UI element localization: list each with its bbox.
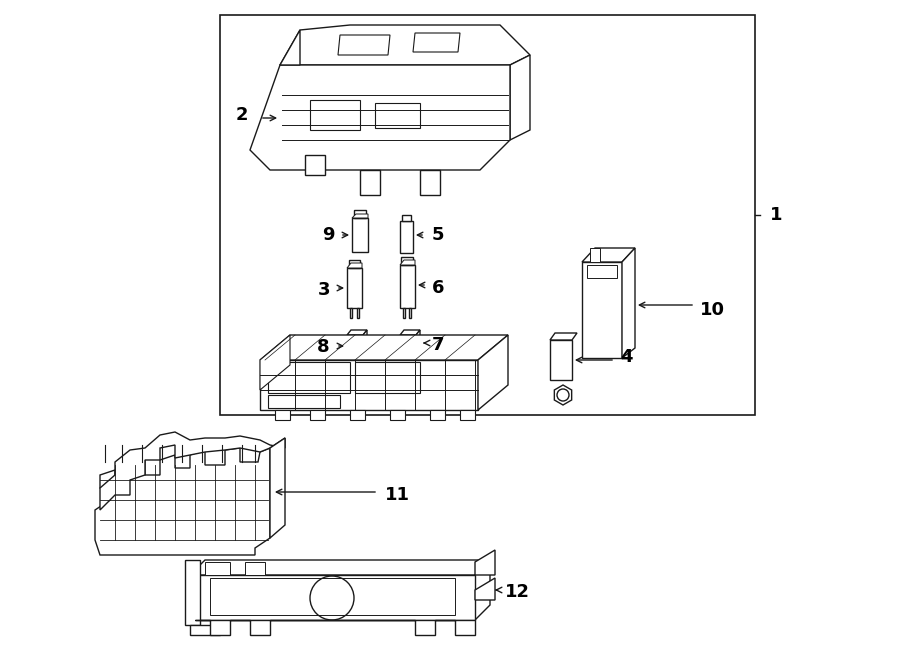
- Polygon shape: [310, 410, 325, 420]
- Polygon shape: [400, 330, 420, 335]
- Polygon shape: [478, 335, 508, 410]
- Polygon shape: [403, 308, 405, 318]
- Polygon shape: [587, 265, 617, 278]
- Text: 9: 9: [322, 226, 335, 244]
- Polygon shape: [190, 575, 475, 620]
- Text: 2: 2: [236, 106, 248, 124]
- Polygon shape: [590, 248, 600, 262]
- Polygon shape: [190, 625, 220, 635]
- Polygon shape: [347, 335, 363, 358]
- Polygon shape: [260, 335, 290, 390]
- Polygon shape: [400, 260, 415, 265]
- Polygon shape: [475, 560, 490, 620]
- Polygon shape: [260, 335, 508, 360]
- Polygon shape: [416, 330, 420, 358]
- Polygon shape: [582, 248, 635, 262]
- Text: 3: 3: [318, 281, 330, 299]
- Text: 4: 4: [620, 348, 633, 366]
- Polygon shape: [510, 55, 530, 140]
- Polygon shape: [310, 100, 360, 130]
- Polygon shape: [185, 560, 200, 625]
- Polygon shape: [100, 432, 285, 510]
- Polygon shape: [409, 308, 411, 318]
- Polygon shape: [245, 562, 265, 575]
- Polygon shape: [280, 30, 300, 65]
- Polygon shape: [400, 265, 415, 308]
- Polygon shape: [400, 335, 416, 358]
- Polygon shape: [357, 308, 359, 318]
- Polygon shape: [550, 340, 572, 380]
- Polygon shape: [347, 330, 367, 335]
- Polygon shape: [352, 218, 368, 252]
- Polygon shape: [260, 360, 478, 410]
- Polygon shape: [363, 330, 367, 358]
- Polygon shape: [401, 257, 413, 265]
- Polygon shape: [195, 620, 475, 635]
- Polygon shape: [270, 438, 285, 538]
- Polygon shape: [190, 560, 490, 575]
- Polygon shape: [95, 448, 270, 555]
- Polygon shape: [460, 410, 475, 420]
- Polygon shape: [220, 15, 755, 415]
- Text: 5: 5: [432, 226, 445, 244]
- Polygon shape: [205, 562, 230, 575]
- Polygon shape: [280, 25, 530, 65]
- Polygon shape: [347, 268, 362, 308]
- Polygon shape: [582, 262, 622, 358]
- Polygon shape: [550, 333, 577, 340]
- Polygon shape: [413, 33, 460, 52]
- Polygon shape: [250, 65, 510, 170]
- Polygon shape: [375, 103, 420, 128]
- Polygon shape: [350, 410, 365, 420]
- Polygon shape: [475, 578, 495, 600]
- Text: 10: 10: [700, 301, 725, 319]
- Polygon shape: [430, 410, 445, 420]
- Polygon shape: [275, 410, 290, 420]
- Polygon shape: [390, 410, 405, 420]
- Polygon shape: [347, 263, 362, 268]
- Polygon shape: [402, 215, 411, 221]
- Polygon shape: [354, 210, 366, 218]
- Polygon shape: [210, 578, 455, 615]
- Text: 1: 1: [770, 206, 782, 224]
- Polygon shape: [400, 221, 413, 253]
- Text: 8: 8: [318, 338, 330, 356]
- Text: 12: 12: [505, 583, 530, 601]
- Polygon shape: [268, 362, 350, 393]
- Text: 7: 7: [432, 336, 445, 354]
- Polygon shape: [338, 35, 390, 55]
- Polygon shape: [622, 248, 635, 358]
- Polygon shape: [475, 550, 495, 575]
- Polygon shape: [305, 155, 325, 175]
- Polygon shape: [349, 260, 360, 268]
- Polygon shape: [360, 170, 380, 195]
- Polygon shape: [350, 308, 352, 318]
- Polygon shape: [554, 385, 572, 405]
- Text: 6: 6: [432, 279, 445, 297]
- Text: 11: 11: [385, 486, 410, 504]
- Polygon shape: [420, 170, 440, 195]
- Polygon shape: [352, 214, 368, 218]
- Polygon shape: [268, 395, 340, 408]
- Polygon shape: [355, 362, 420, 393]
